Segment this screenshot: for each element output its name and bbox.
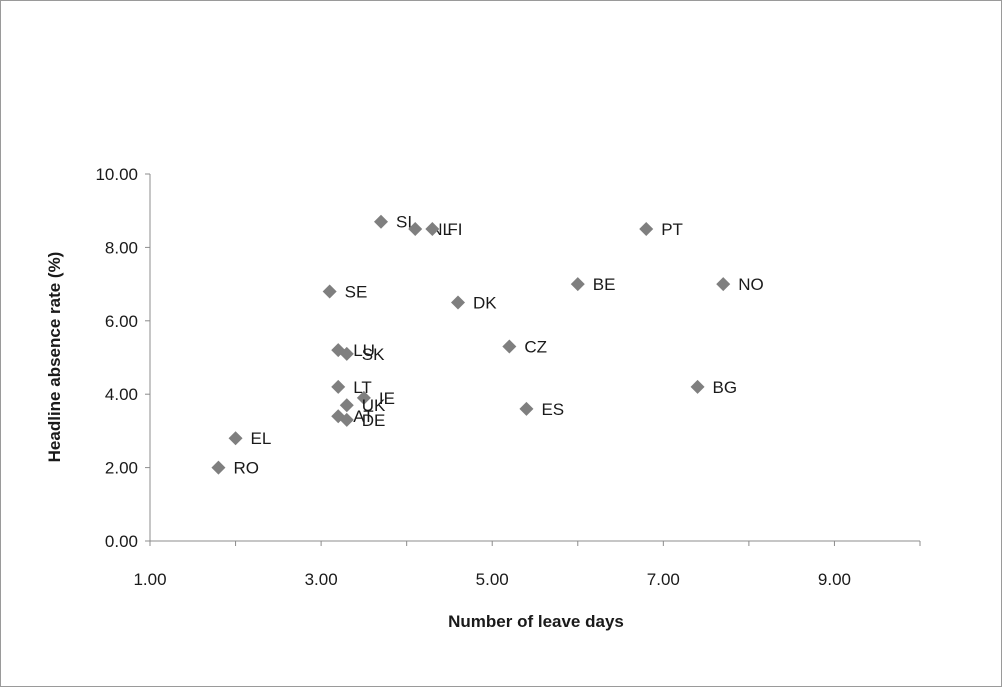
point-label-uk: UK bbox=[362, 396, 386, 415]
data-point-se bbox=[322, 284, 337, 299]
data-point-si bbox=[374, 214, 388, 229]
data-point-uk bbox=[339, 398, 354, 413]
point-label-sk: SK bbox=[362, 345, 385, 364]
data-point-es bbox=[519, 401, 534, 416]
data-point-el bbox=[228, 431, 243, 446]
point-label-se: SE bbox=[345, 282, 368, 301]
point-label-de: DE bbox=[362, 411, 386, 430]
x-tick-label: 3.00 bbox=[305, 570, 338, 589]
data-point-no bbox=[716, 277, 731, 292]
point-label-dk: DK bbox=[473, 293, 497, 312]
data-point-cz bbox=[502, 339, 517, 354]
data-point-pt bbox=[639, 222, 654, 237]
data-point-be bbox=[570, 277, 585, 292]
point-label-cz: CZ bbox=[524, 337, 547, 356]
tick-labels: 0.00 2.00 4.00 6.00 8.00 10.00 1.00 3.00 5.00 7.0… bbox=[95, 165, 851, 589]
y-tick-label: 8.00 bbox=[105, 238, 138, 257]
x-tick-label: 1.00 bbox=[133, 570, 166, 589]
axes bbox=[145, 173, 921, 546]
data-point-ie bbox=[356, 390, 371, 405]
point-label-es: ES bbox=[541, 400, 564, 419]
point-label-ie: IE bbox=[379, 389, 395, 408]
y-tick-label: 2.00 bbox=[105, 459, 138, 478]
point-label-lu: LU bbox=[353, 341, 375, 360]
point-label-pt: PT bbox=[661, 220, 683, 239]
point-label-si: SI bbox=[396, 213, 412, 232]
data-point-de bbox=[339, 412, 354, 427]
point-label-at: AT bbox=[353, 407, 373, 426]
y-tick-label: 6.00 bbox=[105, 312, 138, 331]
point-label-lt: LT bbox=[353, 378, 372, 397]
x-tick-label: 7.00 bbox=[647, 570, 680, 589]
data-point-nl bbox=[408, 222, 423, 237]
data-point-lt bbox=[331, 379, 346, 394]
y-tick-label: 0.00 bbox=[105, 532, 138, 551]
data-point-dk bbox=[451, 295, 465, 310]
point-label-no: NO bbox=[738, 275, 764, 294]
y-axis-title: Headline absence rate (%) bbox=[45, 252, 64, 463]
point-label-ro: RO bbox=[233, 459, 259, 478]
x-tick-label: 9.00 bbox=[818, 570, 851, 589]
data-point-sk bbox=[339, 346, 354, 361]
y-tick-label: 10.00 bbox=[95, 165, 138, 184]
point-label-el: EL bbox=[251, 429, 272, 448]
y-tick-label: 4.00 bbox=[105, 385, 138, 404]
data-point-ro bbox=[211, 460, 226, 475]
point-label-be: BE bbox=[593, 275, 616, 294]
x-tick-label: 5.00 bbox=[476, 570, 509, 589]
data-point-bg bbox=[690, 379, 705, 394]
point-label-nl: NL bbox=[430, 220, 452, 239]
point-label-bg: BG bbox=[713, 378, 738, 397]
point-label-fi: FI bbox=[447, 220, 462, 239]
x-axis-title: Number of leave days bbox=[448, 612, 624, 631]
data-point-fi bbox=[425, 222, 440, 237]
